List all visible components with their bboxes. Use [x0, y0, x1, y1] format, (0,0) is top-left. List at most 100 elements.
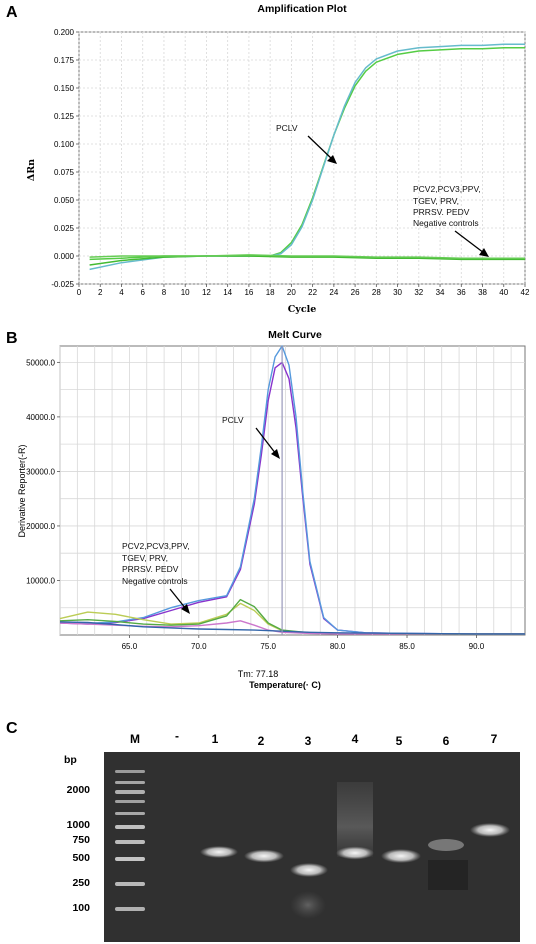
- amplification-plot-ylabel: ΔRn: [26, 159, 37, 181]
- x-tick-label: 75.0: [260, 642, 276, 651]
- amplification-plot: 0 2 4 6 8 10 12 14 16 18 20 22 24 26 28 30 32 34 36 38 40 42-…: [26, 3, 530, 315]
- lane-7-band: [470, 823, 510, 837]
- x-tick-label: 22: [308, 288, 317, 297]
- amplification-pclv-arrow-shaft: [307, 135, 334, 161]
- ladder-band: [115, 781, 145, 784]
- amplification-plot-xlabel: Cycle: [288, 304, 317, 315]
- gel-lane-label-4: 4: [352, 732, 359, 746]
- gel-lane-label-negative: -: [175, 729, 179, 743]
- x-tick-label: 4: [119, 288, 124, 297]
- x-tick-label: 14: [223, 288, 232, 297]
- amplification-pclv-annotation: PCLV: [276, 123, 337, 164]
- x-tick-label: 36: [457, 288, 466, 297]
- melt-curve-ticks: 65.0 70.0 75.0 80.0 85.0 90.0 10000.0 20000.0 30…: [26, 358, 485, 651]
- y-tick-label: 20000.0: [26, 522, 55, 531]
- ladder-label-100: 100: [72, 902, 90, 914]
- melt-curve-series: [59, 345, 525, 635]
- melt-negative-annotation: PCV2,PCV3,PPV, TGEV, PRV, PRRSV. PEDV Ne…: [122, 541, 190, 614]
- gel-lane-label-marker: M: [130, 732, 140, 746]
- gel-lane-label-2: 2: [258, 734, 265, 748]
- y-tick-label: 0.100: [54, 140, 75, 149]
- ladder-band-100: [115, 907, 145, 911]
- ladder-band-250: [115, 882, 145, 886]
- x-tick-label: 8: [162, 288, 167, 297]
- melt-curve-tm-readout: Tm: 77.18: [238, 669, 279, 679]
- ladder-band-1000: [115, 825, 145, 829]
- gel-lane-label-7: 7: [491, 732, 498, 746]
- ladder-band: [115, 812, 145, 815]
- y-tick-label: 0.200: [54, 28, 75, 37]
- x-tick-label: 85.0: [399, 642, 415, 651]
- agarose-gel: M - 1 2 3 4 5 6 7 bp 2000 1000 750 500 2…: [64, 729, 520, 942]
- y-tick-label: 30000.0: [26, 467, 55, 476]
- gel-lane-label-1: 1: [212, 732, 219, 746]
- melt-pclv-label: PCLV: [222, 415, 244, 425]
- lane-5-band: [381, 849, 421, 863]
- ladder-band-500: [115, 857, 145, 861]
- amplification-negative-annotation: PCV2,PCV3,PPV, TGEV, PRV, PRRSV. PEDV Ne…: [413, 184, 489, 257]
- x-tick-label: 28: [372, 288, 381, 297]
- melt-pclv-arrowhead: [271, 449, 280, 459]
- melt-neg-line-3: PRRSV. PEDV: [122, 564, 179, 574]
- x-tick-label: 12: [202, 288, 211, 297]
- x-tick-label: 65.0: [122, 642, 138, 651]
- x-tick-label: 20: [287, 288, 296, 297]
- ladder-label-2000: 2000: [67, 784, 91, 796]
- y-tick-label: -0.025: [51, 280, 74, 289]
- amplification-neg-arrow-shaft: [454, 230, 485, 254]
- y-tick-label: 0.025: [54, 224, 75, 233]
- y-tick-label: 0.150: [54, 84, 75, 93]
- x-tick-label: 80.0: [330, 642, 346, 651]
- y-tick-label: 50000.0: [26, 358, 55, 367]
- lane-6-dark-region: [428, 860, 468, 890]
- lane-4-smear: [337, 782, 373, 857]
- amplification-neg-line-4: Negative controls: [413, 218, 479, 228]
- lane-2-band: [244, 849, 284, 863]
- ladder-label-250: 250: [72, 877, 90, 889]
- panel-c-letter: C: [6, 720, 18, 737]
- panel-a-letter: A: [6, 4, 18, 21]
- melt-curve-title: Melt Curve: [268, 329, 322, 341]
- lane-3-band: [290, 863, 328, 877]
- y-tick-label: 0.000: [54, 252, 75, 261]
- melt-neg-line-2: TGEV, PRV,: [122, 553, 168, 563]
- x-tick-label: 40: [499, 288, 508, 297]
- x-tick-label: 70.0: [191, 642, 207, 651]
- x-tick-label: 18: [266, 288, 275, 297]
- melt-neg-line-4: Negative controls: [122, 576, 188, 586]
- x-tick-label: 16: [244, 288, 253, 297]
- melt-pclv-annotation: PCLV: [222, 415, 280, 459]
- x-tick-label: 24: [329, 288, 338, 297]
- ladder-label-1000: 1000: [67, 819, 91, 831]
- ladder-band: [115, 800, 145, 803]
- y-tick-label: 0.125: [54, 112, 75, 121]
- ladder-label-500: 500: [72, 852, 90, 864]
- y-tick-label: 40000.0: [26, 413, 55, 422]
- melt-neg-line-1: PCV2,PCV3,PPV,: [122, 541, 190, 551]
- gel-lane-label-6: 6: [443, 734, 450, 748]
- series-line-4: [89, 254, 525, 259]
- melt-neg-arrow-shaft: [169, 588, 187, 610]
- x-tick-label: 34: [436, 288, 445, 297]
- amplification-neg-arrowhead: [479, 248, 489, 257]
- amplification-plot-title: Amplification Plot: [257, 3, 347, 15]
- x-tick-label: 10: [181, 288, 190, 297]
- lane-3-smear: [290, 891, 326, 919]
- amplification-plot-series: [89, 43, 525, 271]
- amplification-pclv-arrowhead: [327, 155, 337, 164]
- marker-lane: [115, 770, 145, 911]
- ladder-band: [115, 770, 145, 773]
- x-tick-label: 42: [521, 288, 530, 297]
- melt-neg-arrowhead: [181, 604, 190, 614]
- amplification-neg-line-2: TGEV, PRV,: [413, 196, 459, 206]
- gel-bp-unit: bp: [64, 754, 77, 766]
- series-line-3: [89, 255, 525, 266]
- x-tick-label: 30: [393, 288, 402, 297]
- lane-6-band: [428, 839, 464, 851]
- x-tick-label: 6: [140, 288, 145, 297]
- amplification-neg-line-1: PCV2,PCV3,PPV,: [413, 184, 481, 194]
- gel-lane-label-5: 5: [396, 734, 403, 748]
- y-tick-label: 0.050: [54, 196, 75, 205]
- x-tick-label: 90.0: [469, 642, 485, 651]
